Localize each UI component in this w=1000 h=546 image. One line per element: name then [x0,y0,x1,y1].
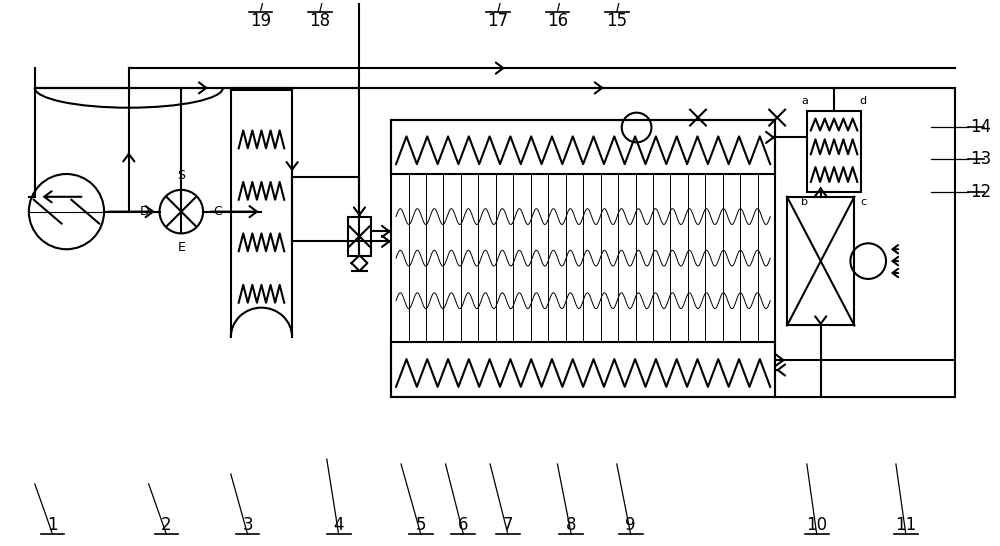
Text: 9: 9 [625,517,636,535]
Text: E: E [177,241,185,254]
Text: 7: 7 [503,517,513,535]
Text: D: D [140,205,150,218]
Text: 18: 18 [309,11,330,29]
Text: 12: 12 [970,183,991,201]
Text: 16: 16 [547,11,568,29]
Text: b: b [801,197,808,207]
Text: 8: 8 [566,517,577,535]
Text: 15: 15 [606,11,627,29]
Text: 3: 3 [242,517,253,535]
Text: 2: 2 [161,517,172,535]
Text: c: c [860,197,866,207]
Text: 5: 5 [416,517,426,535]
Text: 1: 1 [47,517,58,535]
Bar [348,217,371,256]
Text: 10: 10 [806,517,827,535]
Text: 6: 6 [458,517,469,535]
Text: 14: 14 [970,118,991,136]
Text: 19: 19 [250,11,271,29]
Text: C: C [213,205,222,218]
Text: d: d [860,96,867,106]
Text: 4: 4 [333,517,344,535]
Bar [787,197,854,325]
Bar [807,111,861,192]
Bar [391,342,775,397]
Bar [391,120,775,397]
Text: S: S [177,169,185,182]
Text: a: a [801,96,808,106]
Text: 13: 13 [970,150,991,168]
Text: 11: 11 [895,517,916,535]
Bar [391,120,775,174]
Text: 17: 17 [487,11,509,29]
